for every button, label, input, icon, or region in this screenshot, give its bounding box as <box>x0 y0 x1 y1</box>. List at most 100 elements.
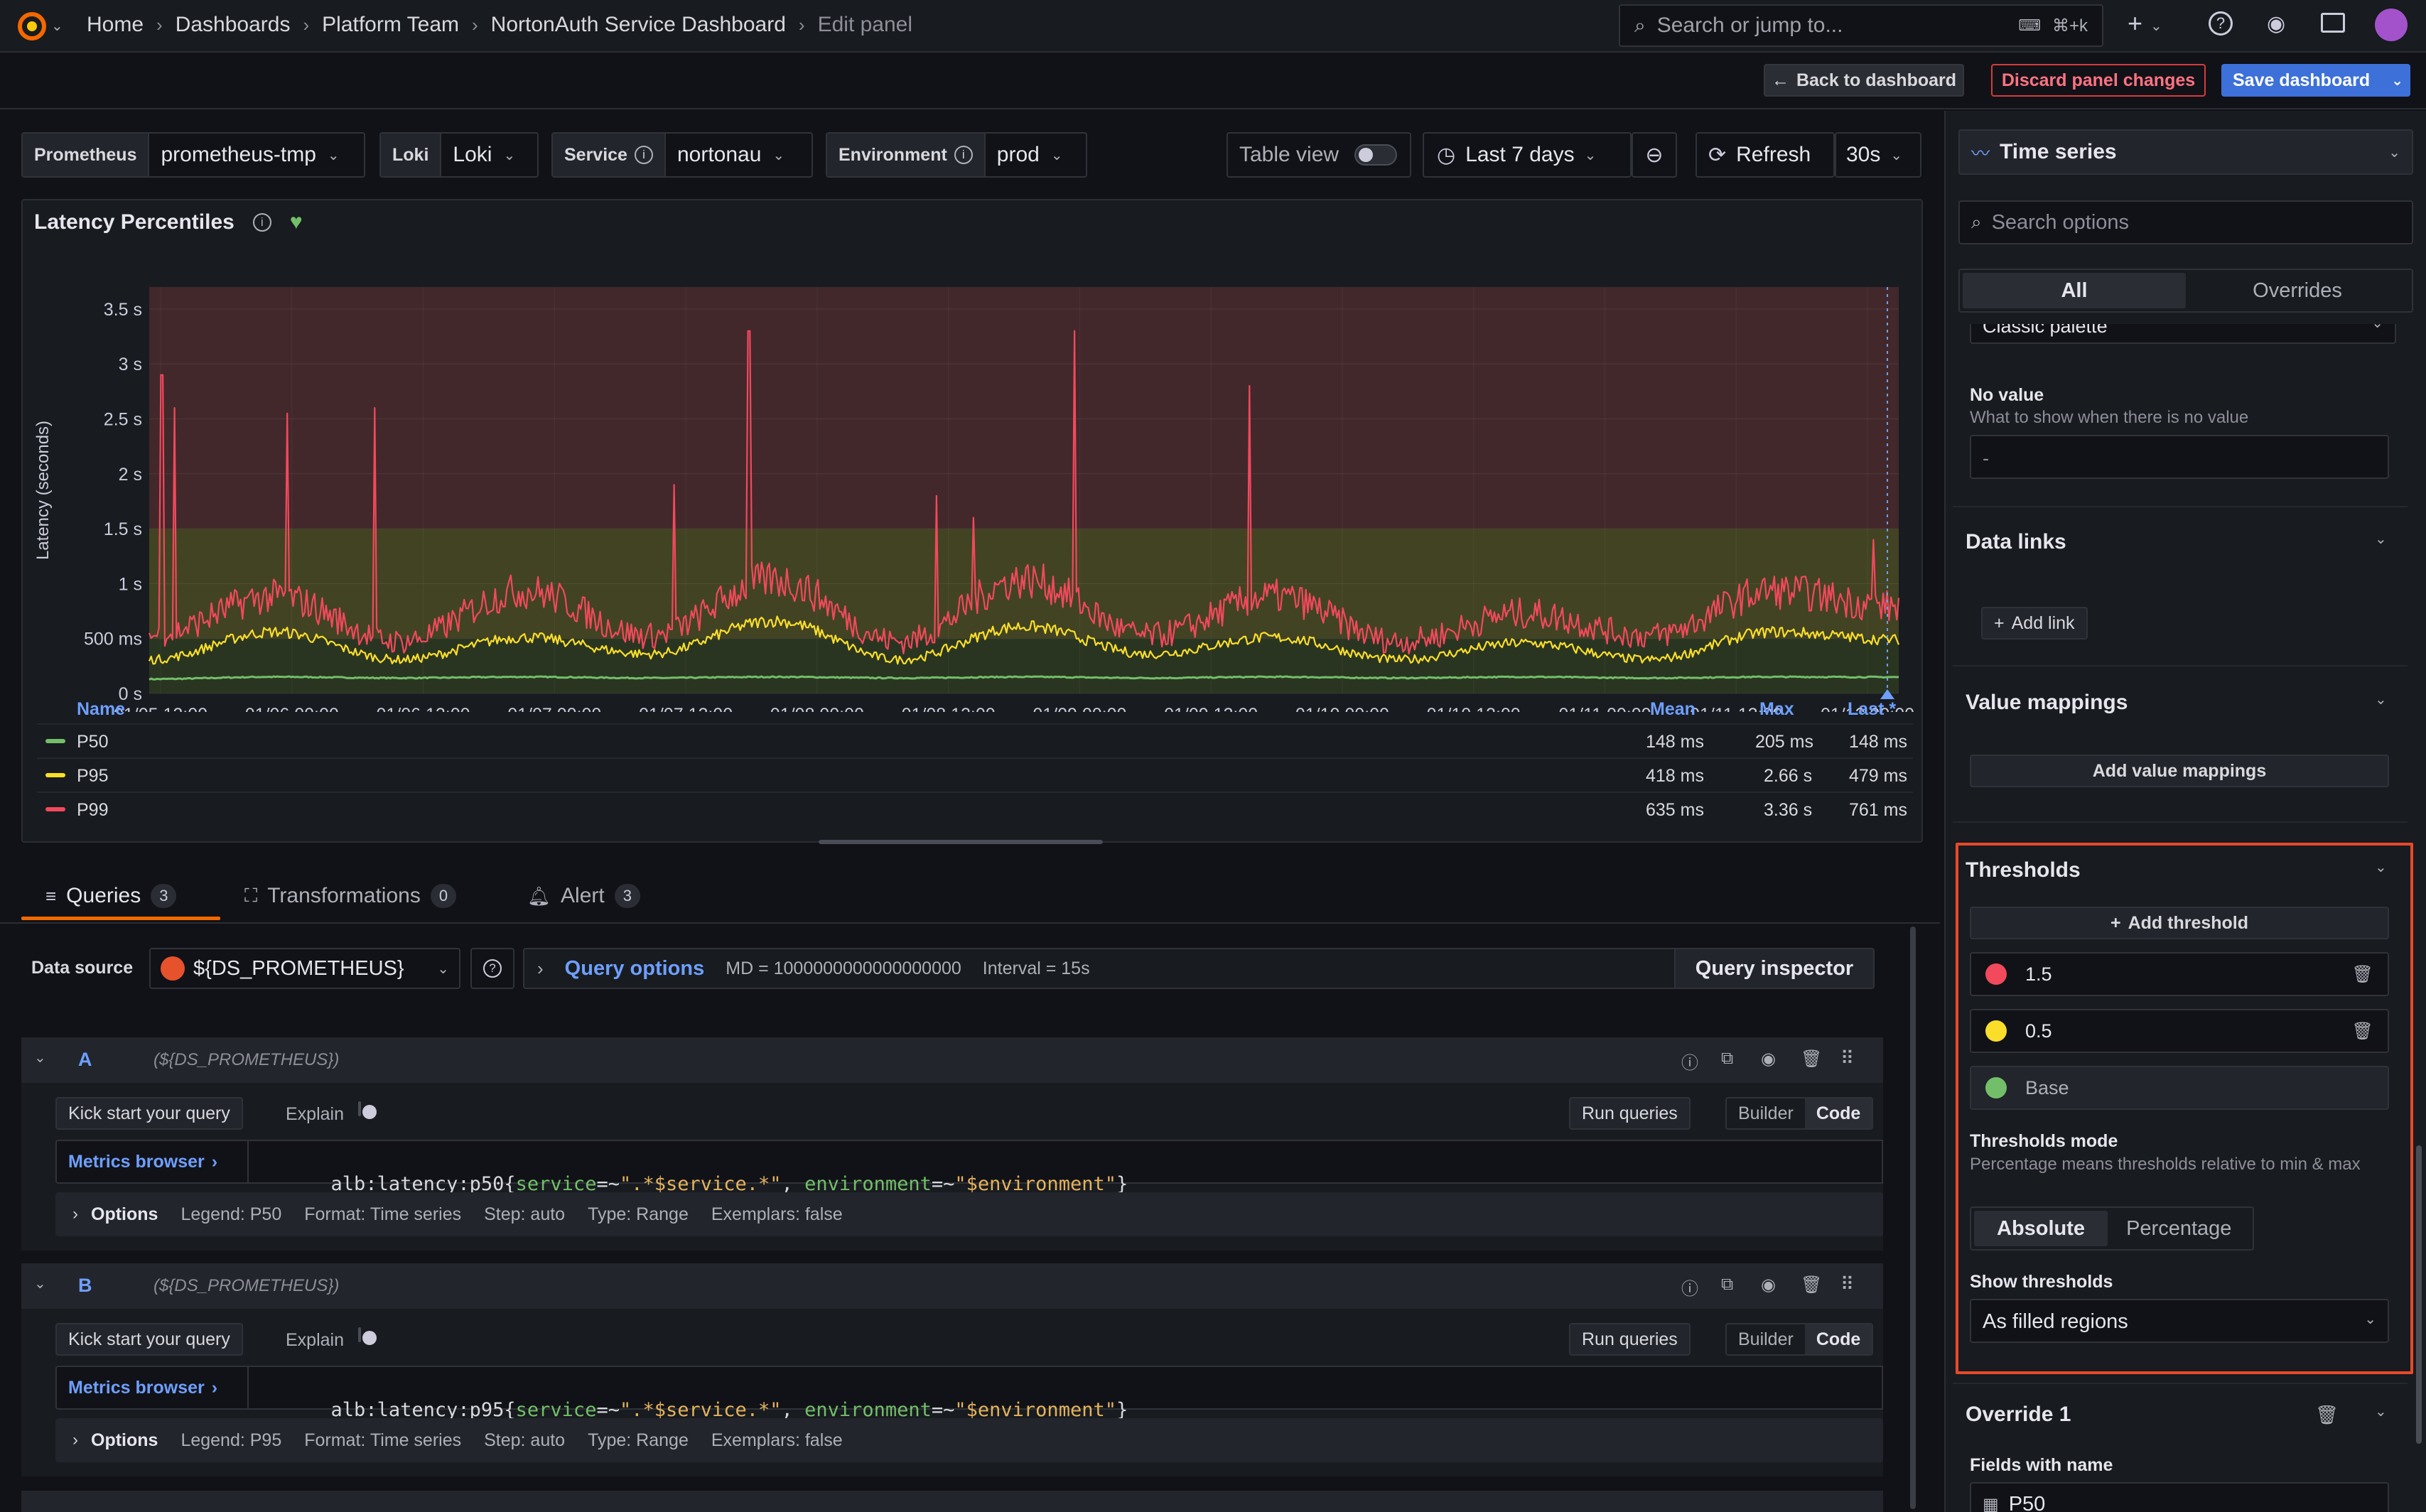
breadcrumb-dashboards[interactable]: Dashboards <box>175 13 291 36</box>
override-section-title[interactable]: Override 1 <box>1966 1403 2071 1426</box>
show-thresholds-select[interactable]: As filled regions ⌄ <box>1970 1299 2389 1343</box>
duplicate-icon[interactable]: ⧉ <box>1721 1049 1734 1068</box>
threshold-step-1[interactable]: 1.5 🗑︎ <box>1970 952 2389 996</box>
code-mode-button[interactable]: Code <box>1804 1098 1872 1128</box>
trash-icon[interactable]: 🗑︎ <box>1801 1275 1823 1295</box>
plus-icon[interactable]: + <box>2128 9 2143 38</box>
threshold-step-2[interactable]: 0.5 🗑︎ <box>1970 1009 2389 1053</box>
metrics-browser-button[interactable]: Metrics browser › <box>55 1140 249 1184</box>
legend-row-p99[interactable]: P99 635 ms 3.36 s 761 ms <box>37 792 1913 824</box>
tab-queries[interactable]: ≡ Queries 3 <box>45 884 177 908</box>
thresholds-section-title[interactable]: Thresholds <box>1966 858 2081 882</box>
add-threshold-button[interactable]: + Add threshold <box>1970 907 2389 939</box>
query-row-header[interactable] <box>21 1263 1883 1309</box>
mode-percentage-option[interactable]: Percentage <box>2126 1216 2232 1240</box>
trash-icon[interactable]: 🗑︎ <box>2351 1021 2373 1041</box>
threshold-value[interactable]: 1.5 <box>2025 963 2052 985</box>
color-scheme-select[interactable]: Classic palette ⌄ <box>1970 324 2396 344</box>
refresh-interval-picker[interactable]: 30s ⌄ <box>1835 132 1921 178</box>
datasource-picker[interactable]: ${DS_PROMETHEUS} ⌄ <box>149 948 460 989</box>
value-mappings-section-title[interactable]: Value mappings <box>1966 691 2128 714</box>
table-view-toggle[interactable]: Table view <box>1227 132 1411 178</box>
query-scrollbar[interactable] <box>1910 927 1916 1509</box>
variable-prometheus[interactable]: Prometheus prometheus-tmp ⌄ <box>21 132 365 178</box>
back-to-dashboard-button[interactable]: ← Back to dashboard <box>1764 64 1964 97</box>
tab-transformations[interactable]: ⛶ Transformations 0 <box>244 884 457 908</box>
kick-start-query-button[interactable]: Kick start your query <box>55 1097 243 1130</box>
info-icon[interactable]: i <box>252 213 271 232</box>
chevron-down-icon[interactable]: ⌄ <box>2391 72 2403 89</box>
drag-handle-icon[interactable]: ⠿ <box>1840 1273 1855 1295</box>
chevron-down-icon[interactable]: ⌄ <box>2150 18 2162 34</box>
chevron-down-icon[interactable]: ⌄ <box>2375 860 2387 875</box>
variable-environment[interactable]: Environment i prod ⌄ <box>826 132 1087 178</box>
code-mode-button[interactable]: Code <box>1804 1324 1872 1354</box>
no-value-input[interactable]: - <box>1970 435 2389 479</box>
query-expression-input[interactable]: alb:latency:p95{service=~".*$service.*",… <box>249 1366 1883 1421</box>
user-avatar[interactable] <box>2375 9 2408 41</box>
trash-icon[interactable]: 🗑︎ <box>2315 1404 2339 1425</box>
chevron-down-icon[interactable]: ⌄ <box>51 18 63 34</box>
legend-row-p95[interactable]: P95 418 ms 2.66 s 479 ms <box>37 757 1913 790</box>
chevron-down-icon[interactable]: ⌄ <box>2375 1404 2387 1420</box>
data-links-section-title[interactable]: Data links <box>1966 530 2066 554</box>
legend-header-last[interactable]: Last * <box>1848 699 1897 719</box>
query-options-summary[interactable]: › Options Legend: P50 Format: Time serie… <box>55 1192 1883 1236</box>
tab-alert[interactable]: 🔔︎ Alert 3 <box>527 884 640 908</box>
run-queries-button[interactable]: Run queries <box>1569 1323 1691 1356</box>
zoom-out-button[interactable]: ⊖ <box>1632 132 1677 178</box>
explain-toggle[interactable] <box>358 1101 361 1116</box>
toggle-switch[interactable] <box>1354 144 1398 166</box>
breadcrumb-dashboard[interactable]: NortonAuth Service Dashboard <box>490 13 786 36</box>
kick-start-query-button[interactable]: Kick start your query <box>55 1323 243 1356</box>
help-icon[interactable]: ⓘ <box>1681 1280 1698 1299</box>
collapse-icon[interactable]: ⌄ <box>34 1276 46 1292</box>
tab-overrides[interactable]: Overrides <box>2253 279 2342 302</box>
legend-header-name[interactable]: Name <box>77 699 126 719</box>
search-input[interactable]: ⌕ Search or jump to... ⌨ ⌘+k <box>1619 4 2103 47</box>
options-scrollbar[interactable] <box>2416 1145 2422 1444</box>
chevron-down-icon[interactable]: ⌄ <box>2375 531 2387 547</box>
add-link-button[interactable]: + Add link <box>1981 607 2088 639</box>
threshold-color-icon[interactable] <box>1985 1020 2007 1042</box>
grafana-logo-icon[interactable] <box>16 10 48 43</box>
discard-panel-changes-button[interactable]: Discard panel changes <box>1991 64 2206 97</box>
eye-icon[interactable]: ◉ <box>1761 1275 1776 1295</box>
search-options-input[interactable]: ⌕ Search options <box>1958 200 2413 244</box>
threshold-value[interactable]: 0.5 <box>2025 1020 2052 1042</box>
legend-row-p50[interactable]: P50 148 ms 205 ms 148 ms <box>37 723 1913 756</box>
news-feed-icon[interactable]: ◉ <box>2267 12 2286 36</box>
eye-icon[interactable]: ◉ <box>1761 1049 1776 1069</box>
mode-absolute-option[interactable]: Absolute <box>1974 1211 2108 1246</box>
add-value-mappings-button[interactable]: Add value mappings <box>1970 755 2389 787</box>
kiosk-mode-icon[interactable] <box>2321 13 2345 33</box>
query-ref-id[interactable]: A <box>78 1049 92 1070</box>
query-options-summary[interactable]: › Options Legend: P95 Format: Time serie… <box>55 1418 1883 1462</box>
help-icon[interactable]: ⓘ <box>1681 1054 1698 1073</box>
metrics-browser-button[interactable]: Metrics browser › <box>55 1366 249 1410</box>
panel-resize-handle[interactable] <box>819 840 1103 844</box>
run-queries-button[interactable]: Run queries <box>1569 1097 1691 1130</box>
legend-header-max[interactable]: Max <box>1759 699 1794 719</box>
trash-icon[interactable]: 🗑︎ <box>2351 964 2373 984</box>
query-options-toggle[interactable]: › Query options MD = 1000000000000000000… <box>523 948 1688 989</box>
breadcrumb-home[interactable]: Home <box>87 13 144 36</box>
time-range-picker[interactable]: ◷ Last 7 days ⌄ <box>1423 132 1632 178</box>
query-ref-id[interactable]: B <box>78 1275 92 1296</box>
breadcrumb-folder[interactable]: Platform Team <box>322 13 459 36</box>
threshold-color-icon[interactable] <box>1985 963 2007 985</box>
drag-handle-icon[interactable]: ⠿ <box>1840 1047 1855 1069</box>
query-expression-input[interactable]: alb:latency:p50{service=~".*$service.*",… <box>249 1140 1883 1195</box>
variable-service[interactable]: Service i nortonau ⌄ <box>551 132 813 178</box>
collapse-icon[interactable]: ⌄ <box>34 1050 46 1066</box>
query-row-header[interactable] <box>21 1037 1883 1083</box>
legend-header-mean[interactable]: Mean <box>1650 699 1695 719</box>
override-field-select[interactable]: ▦ P50 <box>1970 1482 2389 1512</box>
duplicate-icon[interactable]: ⧉ <box>1721 1275 1734 1294</box>
variable-loki[interactable]: Loki Loki ⌄ <box>379 132 539 178</box>
save-dashboard-button[interactable]: Save dashboard ⌄ <box>2221 64 2410 97</box>
trash-icon[interactable]: 🗑︎ <box>1801 1049 1823 1069</box>
tab-all[interactable]: All <box>1963 273 2186 308</box>
builder-mode-button[interactable]: Builder <box>1738 1103 1794 1123</box>
query-inspector-button[interactable]: Query inspector <box>1674 948 1875 989</box>
